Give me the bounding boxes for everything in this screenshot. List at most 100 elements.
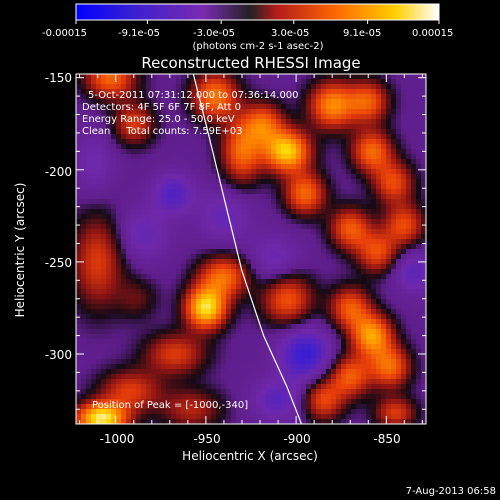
heatmap-cell bbox=[76, 174, 82, 180]
heatmap-cell bbox=[276, 239, 282, 245]
heatmap-cell bbox=[106, 124, 112, 130]
heatmap-cell bbox=[161, 204, 167, 210]
heatmap-cell bbox=[276, 94, 282, 100]
heatmap-cell bbox=[216, 314, 222, 320]
heatmap-cell bbox=[346, 289, 352, 295]
heatmap-cell bbox=[96, 94, 102, 100]
heatmap-cell bbox=[131, 299, 137, 305]
heatmap-cell bbox=[326, 149, 332, 155]
heatmap-cell bbox=[366, 349, 372, 355]
heatmap-cell bbox=[216, 89, 222, 95]
heatmap-cell bbox=[136, 364, 142, 370]
heatmap-cell bbox=[241, 149, 247, 155]
heatmap-cell bbox=[211, 174, 217, 180]
heatmap-cell bbox=[366, 294, 372, 300]
heatmap-cell bbox=[266, 284, 272, 290]
heatmap-cell bbox=[406, 189, 412, 195]
heatmap-cell bbox=[206, 244, 212, 250]
heatmap-cell bbox=[241, 219, 247, 225]
heatmap-cell bbox=[371, 149, 377, 155]
heatmap-cell bbox=[286, 149, 292, 155]
heatmap-cell bbox=[381, 129, 387, 135]
heatmap-cell bbox=[191, 419, 197, 424]
heatmap-cell bbox=[351, 209, 357, 215]
heatmap-cell bbox=[176, 119, 182, 125]
heatmap-cell bbox=[396, 319, 402, 325]
heatmap-cell bbox=[306, 94, 312, 100]
heatmap-cell bbox=[146, 234, 152, 240]
heatmap-cell bbox=[346, 174, 352, 180]
heatmap-cell bbox=[236, 399, 242, 405]
heatmap-cell bbox=[151, 94, 157, 100]
heatmap-cell bbox=[201, 269, 207, 275]
heatmap-cell bbox=[181, 259, 187, 265]
heatmap-cell bbox=[166, 164, 172, 170]
heatmap-cell bbox=[181, 304, 187, 310]
heatmap-cell bbox=[316, 409, 322, 415]
heatmap-cell bbox=[406, 399, 412, 405]
heatmap-cell bbox=[181, 249, 187, 255]
heatmap-cell bbox=[91, 354, 97, 360]
heatmap-cell bbox=[196, 89, 202, 95]
heatmap-cell bbox=[336, 244, 342, 250]
heatmap-cell bbox=[126, 324, 132, 330]
heatmap-cell bbox=[196, 179, 202, 185]
heatmap-cell bbox=[236, 384, 242, 390]
heatmap-cell bbox=[366, 219, 372, 225]
heatmap-cell bbox=[286, 229, 292, 235]
heatmap-cell bbox=[351, 374, 357, 380]
heatmap-cell bbox=[416, 334, 422, 340]
heatmap-cell bbox=[351, 249, 357, 255]
heatmap-cell bbox=[261, 149, 267, 155]
heatmap-cell bbox=[331, 259, 337, 265]
heatmap-cell bbox=[146, 249, 152, 255]
heatmap-cell bbox=[211, 374, 217, 380]
heatmap-cell bbox=[201, 239, 207, 245]
heatmap-cell bbox=[186, 134, 192, 140]
heatmap-cell bbox=[266, 419, 272, 424]
heatmap-cell bbox=[226, 204, 232, 210]
heatmap-cell bbox=[201, 334, 207, 340]
heatmap-cell bbox=[321, 354, 327, 360]
heatmap-cell bbox=[281, 339, 287, 345]
heatmap-cell bbox=[196, 254, 202, 260]
heatmap-cell bbox=[276, 349, 282, 355]
heatmap-cell bbox=[341, 209, 347, 215]
heatmap-cell bbox=[136, 159, 142, 165]
heatmap-cell bbox=[271, 84, 277, 90]
heatmap-cell bbox=[151, 384, 157, 390]
heatmap-cell bbox=[81, 214, 87, 220]
heatmap-cell bbox=[111, 139, 117, 145]
heatmap-cell bbox=[161, 399, 167, 405]
heatmap-cell bbox=[161, 154, 167, 160]
heatmap-cell bbox=[76, 244, 82, 250]
heatmap-cell bbox=[131, 279, 137, 285]
heatmap-cell bbox=[276, 294, 282, 300]
heatmap-cell bbox=[101, 374, 107, 380]
heatmap-cell bbox=[371, 209, 377, 215]
heatmap-cell bbox=[101, 129, 107, 135]
heatmap-cell bbox=[211, 334, 217, 340]
heatmap-cell bbox=[221, 289, 227, 295]
heatmap-cell bbox=[211, 74, 217, 80]
heatmap-cell bbox=[136, 169, 142, 175]
heatmap-cell bbox=[226, 149, 232, 155]
heatmap-cell bbox=[96, 294, 102, 300]
heatmap-cell bbox=[286, 279, 292, 285]
heatmap-cell bbox=[311, 289, 317, 295]
heatmap-cell bbox=[221, 304, 227, 310]
heatmap-cell bbox=[356, 224, 362, 230]
heatmap-cell bbox=[241, 384, 247, 390]
heatmap-cell bbox=[296, 354, 302, 360]
heatmap-cell bbox=[366, 169, 372, 175]
heatmap-cell bbox=[136, 104, 142, 110]
heatmap-cell bbox=[341, 419, 347, 424]
heatmap-cell bbox=[166, 249, 172, 255]
heatmap-cell bbox=[356, 259, 362, 265]
heatmap-cell bbox=[116, 104, 122, 110]
heatmap-cell bbox=[381, 144, 387, 150]
heatmap-cell bbox=[416, 159, 422, 165]
heatmap-cell bbox=[81, 189, 87, 195]
heatmap-cell bbox=[81, 349, 87, 355]
heatmap-cell bbox=[221, 399, 227, 405]
